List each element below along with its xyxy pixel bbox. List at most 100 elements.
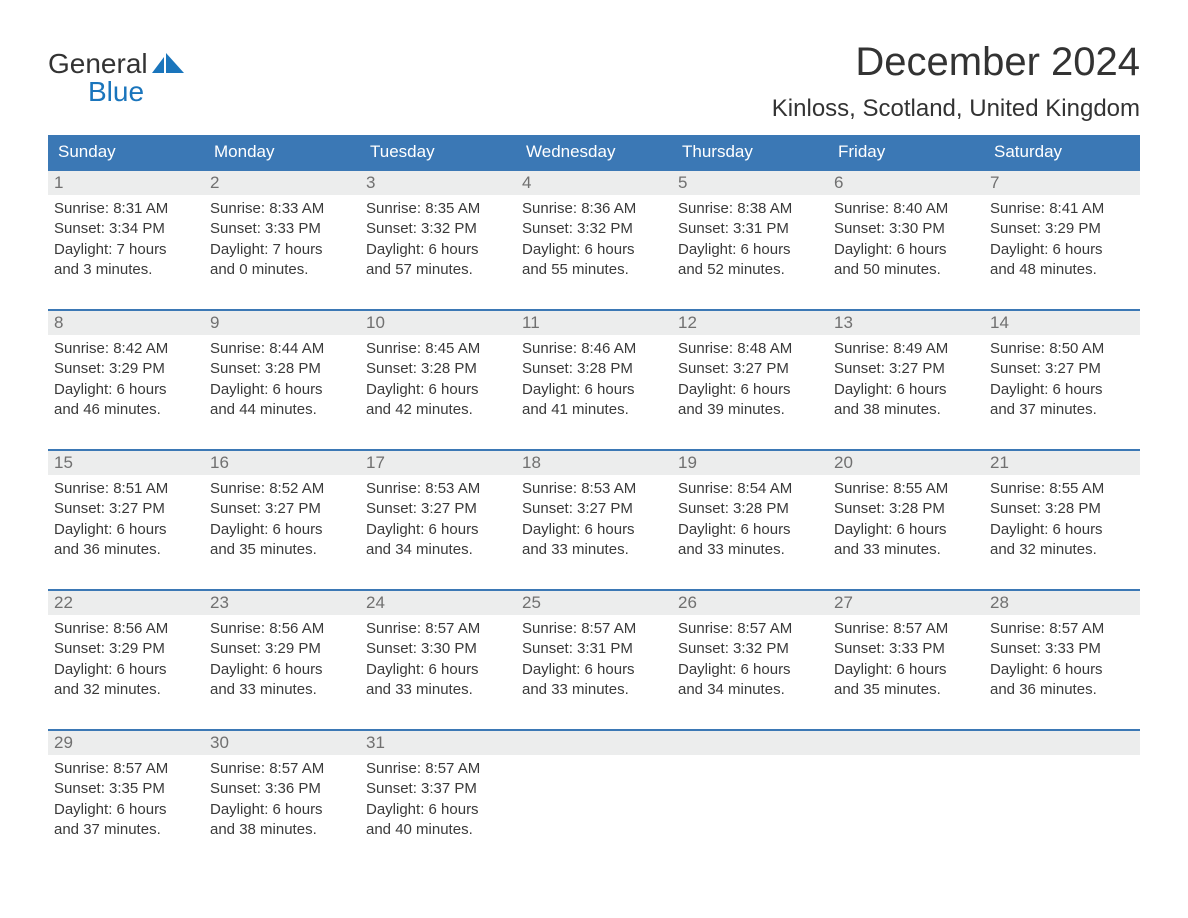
daylight-line2: and 41 minutes. bbox=[522, 400, 666, 420]
day-number: 22 bbox=[48, 591, 204, 615]
day-cell: 23Sunrise: 8:56 AMSunset: 3:29 PMDayligh… bbox=[204, 591, 360, 729]
daylight-line1: Daylight: 6 hours bbox=[834, 520, 978, 540]
day-number: 4 bbox=[516, 171, 672, 195]
day-cell: 28Sunrise: 8:57 AMSunset: 3:33 PMDayligh… bbox=[984, 591, 1140, 729]
daylight-line1: Daylight: 6 hours bbox=[990, 380, 1134, 400]
sunrise-text: Sunrise: 8:56 AM bbox=[210, 619, 354, 639]
day-body: Sunrise: 8:56 AMSunset: 3:29 PMDaylight:… bbox=[204, 615, 360, 704]
day-body: Sunrise: 8:46 AMSunset: 3:28 PMDaylight:… bbox=[516, 335, 672, 424]
day-body: Sunrise: 8:48 AMSunset: 3:27 PMDaylight:… bbox=[672, 335, 828, 424]
daylight-line2: and 35 minutes. bbox=[834, 680, 978, 700]
day-body: Sunrise: 8:57 AMSunset: 3:33 PMDaylight:… bbox=[984, 615, 1140, 704]
day-number: 15 bbox=[48, 451, 204, 475]
daylight-line1: Daylight: 6 hours bbox=[366, 660, 510, 680]
sunrise-text: Sunrise: 8:51 AM bbox=[54, 479, 198, 499]
daylight-line2: and 33 minutes. bbox=[210, 680, 354, 700]
weekday-header-cell: Sunday bbox=[48, 135, 204, 169]
daylight-line2: and 37 minutes. bbox=[54, 820, 198, 840]
daylight-line2: and 38 minutes. bbox=[834, 400, 978, 420]
daylight-line1: Daylight: 6 hours bbox=[678, 240, 822, 260]
daylight-line2: and 46 minutes. bbox=[54, 400, 198, 420]
daylight-line2: and 36 minutes. bbox=[54, 540, 198, 560]
day-body: Sunrise: 8:57 AMSunset: 3:33 PMDaylight:… bbox=[828, 615, 984, 704]
day-cell: 1Sunrise: 8:31 AMSunset: 3:34 PMDaylight… bbox=[48, 171, 204, 309]
day-number: 29 bbox=[48, 731, 204, 755]
sunset-text: Sunset: 3:32 PM bbox=[522, 219, 666, 239]
weekday-header-cell: Saturday bbox=[984, 135, 1140, 169]
weekday-header-row: SundayMondayTuesdayWednesdayThursdayFrid… bbox=[48, 135, 1140, 169]
sunrise-text: Sunrise: 8:53 AM bbox=[366, 479, 510, 499]
daylight-line2: and 35 minutes. bbox=[210, 540, 354, 560]
daylight-line2: and 52 minutes. bbox=[678, 260, 822, 280]
sunset-text: Sunset: 3:37 PM bbox=[366, 779, 510, 799]
day-cell: 16Sunrise: 8:52 AMSunset: 3:27 PMDayligh… bbox=[204, 451, 360, 589]
day-number: 19 bbox=[672, 451, 828, 475]
day-cell: 15 Sunrise: 8:51 AMSunset: 3:27 PMDayligh… bbox=[48, 451, 204, 589]
sunrise-text: Sunrise: 8:38 AM bbox=[678, 199, 822, 219]
daylight-line1: Daylight: 6 hours bbox=[54, 660, 198, 680]
sunrise-text: Sunrise: 8:33 AM bbox=[210, 199, 354, 219]
weekday-header-cell: Monday bbox=[204, 135, 360, 169]
day-cell: 5Sunrise: 8:38 AMSunset: 3:31 PMDaylight… bbox=[672, 171, 828, 309]
day-body: Sunrise: 8:52 AMSunset: 3:27 PMDaylight:… bbox=[204, 475, 360, 564]
sunset-text: Sunset: 3:27 PM bbox=[990, 359, 1134, 379]
day-number: 3 bbox=[360, 171, 516, 195]
sunrise-text: Sunrise: 8:40 AM bbox=[834, 199, 978, 219]
sunset-text: Sunset: 3:27 PM bbox=[210, 499, 354, 519]
day-number: 8 bbox=[48, 311, 204, 335]
day-cell: 4 Sunrise: 8:36 AMSunset: 3:32 PMDaylight… bbox=[516, 171, 672, 309]
daylight-line1: Daylight: 6 hours bbox=[522, 520, 666, 540]
sunrise-text: Sunrise: 8:57 AM bbox=[54, 759, 198, 779]
day-number: 31 bbox=[360, 731, 516, 755]
daylight-line2: and 57 minutes. bbox=[366, 260, 510, 280]
day-number-empty bbox=[828, 731, 984, 755]
sunrise-text: Sunrise: 8:48 AM bbox=[678, 339, 822, 359]
day-number: 14 bbox=[984, 311, 1140, 335]
day-number: 24 bbox=[360, 591, 516, 615]
daylight-line1: Daylight: 6 hours bbox=[990, 240, 1134, 260]
day-number: 2 bbox=[204, 171, 360, 195]
day-cell: 9Sunrise: 8:44 AMSunset: 3:28 PMDaylight… bbox=[204, 311, 360, 449]
daylight-line1: Daylight: 6 hours bbox=[210, 520, 354, 540]
sunset-text: Sunset: 3:28 PM bbox=[366, 359, 510, 379]
daylight-line1: Daylight: 6 hours bbox=[366, 520, 510, 540]
day-body: Sunrise: 8:35 AMSunset: 3:32 PMDaylight:… bbox=[360, 195, 516, 284]
day-number: 1 bbox=[48, 171, 204, 195]
day-number-empty bbox=[672, 731, 828, 755]
day-number-empty bbox=[516, 731, 672, 755]
sunset-text: Sunset: 3:28 PM bbox=[990, 499, 1134, 519]
weekday-header-cell: Friday bbox=[828, 135, 984, 169]
brand-logo: General Blue bbox=[48, 40, 184, 106]
day-body: Sunrise: 8:53 AMSunset: 3:27 PMDaylight:… bbox=[516, 475, 672, 564]
day-cell: 10Sunrise: 8:45 AMSunset: 3:28 PMDayligh… bbox=[360, 311, 516, 449]
sunset-text: Sunset: 3:28 PM bbox=[210, 359, 354, 379]
day-body: Sunrise: 8:41 AMSunset: 3:29 PMDaylight:… bbox=[984, 195, 1140, 284]
daylight-line1: Daylight: 6 hours bbox=[366, 380, 510, 400]
logo-text-general: General bbox=[48, 50, 148, 78]
daylight-line2: and 55 minutes. bbox=[522, 260, 666, 280]
daylight-line1: Daylight: 6 hours bbox=[54, 800, 198, 820]
daylight-line1: Daylight: 6 hours bbox=[522, 660, 666, 680]
sunrise-text: Sunrise: 8:49 AM bbox=[834, 339, 978, 359]
weekday-header-cell: Tuesday bbox=[360, 135, 516, 169]
daylight-line1: Daylight: 6 hours bbox=[54, 520, 198, 540]
daylight-line1: Daylight: 6 hours bbox=[210, 660, 354, 680]
sunset-text: Sunset: 3:27 PM bbox=[54, 499, 198, 519]
sunset-text: Sunset: 3:28 PM bbox=[678, 499, 822, 519]
daylight-line1: Daylight: 6 hours bbox=[210, 380, 354, 400]
week-row: 15Sunrise: 8:51 AMSunset: 3:27 PMDayligh… bbox=[48, 449, 1140, 589]
daylight-line1: Daylight: 6 hours bbox=[834, 660, 978, 680]
day-cell bbox=[828, 731, 984, 869]
sunrise-text: Sunrise: 8:56 AM bbox=[54, 619, 198, 639]
sunrise-text: Sunrise: 8:52 AM bbox=[210, 479, 354, 499]
daylight-line2: and 44 minutes. bbox=[210, 400, 354, 420]
day-body: Sunrise: 8:56 AMSunset: 3:29 PMDaylight:… bbox=[48, 615, 204, 704]
day-number: 16 bbox=[204, 451, 360, 475]
day-body: Sunrise: 8:57 AMSunset: 3:31 PMDaylight:… bbox=[516, 615, 672, 704]
daylight-line1: Daylight: 6 hours bbox=[522, 240, 666, 260]
month-title: December 2024 bbox=[772, 40, 1140, 85]
daylight-line2: and 42 minutes. bbox=[366, 400, 510, 420]
sunrise-text: Sunrise: 8:36 AM bbox=[522, 199, 666, 219]
day-body: Sunrise: 8:55 AMSunset: 3:28 PMDaylight:… bbox=[828, 475, 984, 564]
day-cell: 27Sunrise: 8:57 AMSunset: 3:33 PMDayligh… bbox=[828, 591, 984, 729]
